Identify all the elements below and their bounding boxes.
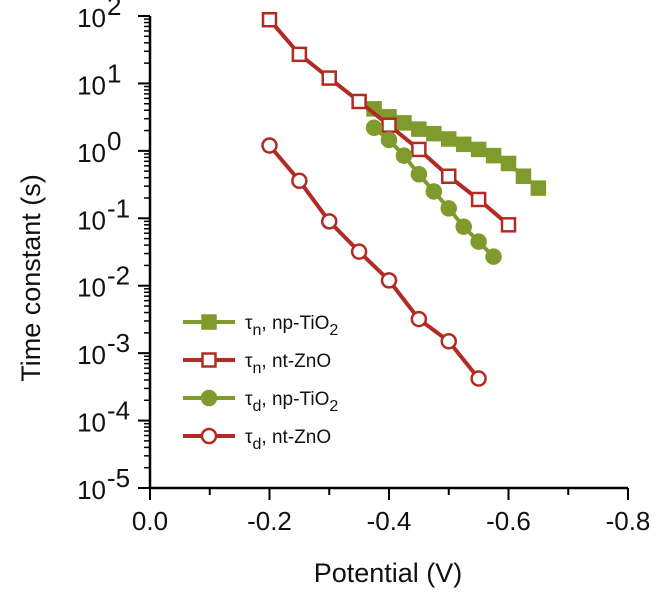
data-point bbox=[517, 170, 530, 183]
legend-item: τn, nt-ZnO bbox=[183, 351, 331, 377]
x-tick-label: -0.4 bbox=[367, 506, 412, 536]
y-tick-label: 10 bbox=[77, 138, 106, 168]
data-point bbox=[367, 121, 381, 135]
data-point bbox=[412, 312, 426, 326]
data-point bbox=[202, 391, 216, 405]
legend: τn, np-TiO2 τn, nt-ZnO τd, np-TiO2 τd, nt-Z… bbox=[183, 313, 338, 453]
data-point bbox=[442, 132, 455, 145]
data-point bbox=[383, 119, 396, 132]
data-point bbox=[427, 127, 440, 140]
y-tick-exponent: 1 bbox=[107, 58, 121, 88]
y-tick-exponent: -5 bbox=[107, 463, 130, 493]
y-tick-exponent: -2 bbox=[107, 261, 130, 291]
data-point bbox=[532, 182, 545, 195]
data-point bbox=[382, 273, 396, 287]
y-axis-title: Time constant (s) bbox=[16, 174, 46, 382]
series-2 bbox=[263, 13, 515, 231]
y-tick-label: 10 bbox=[77, 205, 106, 235]
y-tick-label: 10 bbox=[77, 408, 106, 438]
y-tick-label: 10 bbox=[77, 70, 106, 100]
legend-item: τd, nt-ZnO bbox=[183, 427, 331, 453]
legend-label: τd, np-TiO2 bbox=[245, 389, 338, 415]
data-point bbox=[472, 235, 486, 249]
data-point bbox=[412, 123, 425, 136]
data-point bbox=[427, 184, 441, 198]
data-point bbox=[442, 334, 456, 348]
legend-label: τd, nt-ZnO bbox=[245, 427, 331, 453]
data-point bbox=[502, 157, 515, 170]
legend-item: τd, np-TiO2 bbox=[183, 389, 338, 415]
data-point bbox=[203, 316, 216, 329]
data-point bbox=[293, 48, 306, 61]
y-tick-exponent: -3 bbox=[107, 328, 130, 358]
data-point bbox=[412, 143, 425, 156]
data-point bbox=[203, 354, 216, 367]
axes: 0.0-0.2-0.4-0.6-0.810210110010-110-210-3… bbox=[77, 0, 650, 536]
legend-item: τn, np-TiO2 bbox=[183, 313, 338, 339]
data-point bbox=[442, 201, 456, 215]
data-point bbox=[457, 138, 470, 151]
x-tick-label: -0.2 bbox=[247, 506, 292, 536]
data-point bbox=[323, 72, 336, 85]
data-point bbox=[442, 170, 455, 183]
data-point bbox=[472, 372, 486, 386]
y-tick-label: 10 bbox=[77, 273, 106, 303]
data-point bbox=[263, 13, 276, 26]
data-point bbox=[322, 214, 336, 228]
data-point bbox=[502, 218, 515, 231]
data-point bbox=[202, 429, 216, 443]
legend-label: τn, np-TiO2 bbox=[245, 313, 338, 339]
y-tick-exponent: -1 bbox=[107, 193, 130, 223]
data-point bbox=[352, 245, 366, 259]
data-point bbox=[457, 220, 471, 234]
y-tick-exponent: 2 bbox=[107, 0, 121, 21]
data-point bbox=[292, 174, 306, 188]
data-point bbox=[353, 95, 366, 108]
x-axis-title: Potential (V) bbox=[314, 558, 463, 588]
y-tick-label: 10 bbox=[77, 475, 106, 505]
x-tick-label: -0.6 bbox=[486, 506, 531, 536]
data-point bbox=[487, 149, 500, 162]
data-point bbox=[397, 149, 411, 163]
y-tick-exponent: 0 bbox=[107, 126, 121, 156]
x-tick-label: -0.8 bbox=[606, 506, 651, 536]
data-point bbox=[472, 143, 485, 156]
y-tick-exponent: -4 bbox=[107, 396, 130, 426]
legend-label: τn, nt-ZnO bbox=[245, 351, 331, 377]
data-point bbox=[412, 167, 426, 181]
data-point bbox=[487, 250, 501, 264]
data-point bbox=[472, 193, 485, 206]
data-point bbox=[382, 133, 396, 147]
y-tick-label: 10 bbox=[77, 340, 106, 370]
y-tick-label: 10 bbox=[77, 3, 106, 33]
data-point bbox=[397, 116, 410, 129]
x-tick-label: 0.0 bbox=[132, 506, 168, 536]
data-point bbox=[263, 139, 277, 153]
